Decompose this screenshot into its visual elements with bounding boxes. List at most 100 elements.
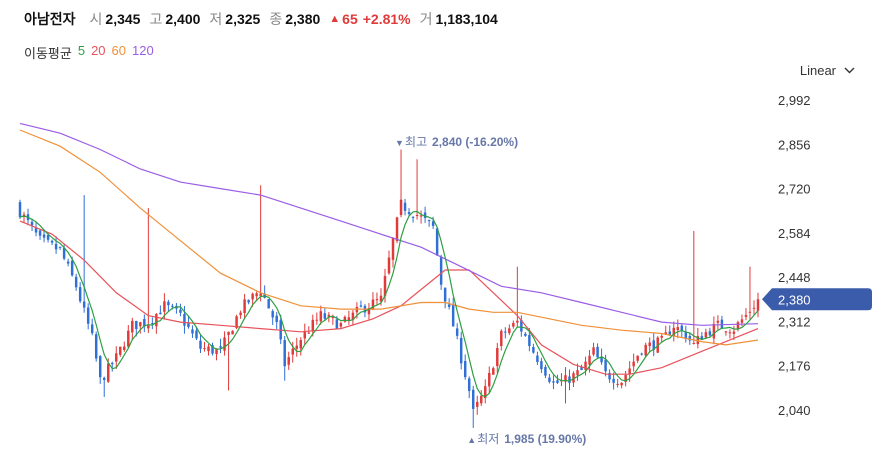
annotation-label: 최저: [477, 432, 499, 446]
ma-60-label[interactable]: 60: [111, 43, 127, 58]
ma-20-line: [19, 220, 759, 375]
candle-body: [359, 305, 363, 307]
candle-body: [299, 340, 302, 349]
candle-body: [107, 363, 110, 382]
stock-name: 아남전자: [24, 11, 76, 27]
candle-body: [572, 373, 575, 383]
candle-body: [223, 337, 226, 351]
candle-body: [295, 345, 298, 349]
candle-body: [680, 325, 684, 331]
candle-body: [391, 238, 395, 260]
ma-20-label[interactable]: 20: [91, 43, 106, 58]
ma-120-label[interactable]: 120: [132, 43, 154, 58]
up-triangle-icon: ▲: [329, 13, 341, 25]
y-tick-label: 2,992: [778, 93, 811, 108]
candle-body: [455, 328, 459, 336]
candle-body: [620, 382, 623, 386]
candle-body: [403, 202, 407, 211]
candle-body: [668, 331, 671, 336]
scale-dropdown[interactable]: Linear: [800, 63, 855, 78]
candle-body: [115, 353, 118, 362]
candle-body: [652, 340, 655, 350]
candle-body: [684, 331, 688, 340]
down-arrow-icon: ▼: [395, 138, 404, 148]
open-label: 시: [89, 11, 103, 27]
candle-body: [187, 323, 190, 328]
candle-body: [347, 317, 351, 320]
candle-body: [335, 319, 339, 330]
candle-body: [568, 376, 571, 383]
candle-body: [46, 235, 50, 240]
candle-body: [351, 312, 355, 320]
high-annotation: ▼ 최고 2,840 (-16.20%): [395, 135, 518, 149]
candle-body: [488, 372, 491, 387]
candle-body: [556, 380, 559, 383]
ma-5-label[interactable]: 5: [77, 43, 86, 58]
candle-body: [371, 299, 375, 310]
y-tick-label: 2,856: [778, 137, 811, 152]
candle-body: [544, 366, 547, 376]
candle-body: [640, 353, 643, 355]
candle-body: [740, 319, 744, 323]
candle-body: [127, 330, 130, 347]
candle-body: [271, 311, 274, 318]
candle-body: [596, 346, 599, 358]
candle-body: [211, 345, 214, 354]
candle-body: [50, 240, 54, 243]
candle-body: [463, 361, 467, 378]
candle-body: [255, 293, 258, 297]
candle-body: [383, 275, 387, 297]
candle-body: [199, 340, 202, 349]
candle-body: [275, 315, 278, 323]
y-tick-label: 2,176: [778, 359, 811, 374]
candle-body: [748, 311, 752, 313]
candle-body: [480, 395, 483, 404]
candle-body: [82, 301, 86, 308]
candle-body: [692, 342, 696, 344]
low-label: 저: [209, 11, 223, 27]
y-tick-label: 2,312: [778, 314, 811, 329]
candle-body: [628, 368, 631, 375]
candle-body: [584, 361, 587, 370]
candle-body: [119, 346, 122, 355]
volume-label: 거: [419, 11, 433, 27]
candle-body: [343, 316, 347, 322]
candle-body: [183, 314, 186, 326]
candle-body: [367, 308, 371, 315]
candle-body: [528, 335, 531, 347]
candle-body: [700, 336, 704, 340]
candle-body: [548, 377, 551, 382]
candle-body: [604, 359, 607, 372]
high-label: 고: [149, 11, 163, 27]
candle-body: [135, 320, 138, 329]
low-value: 2,325: [225, 11, 261, 27]
candle-body: [415, 214, 419, 216]
candle-body: [207, 346, 210, 352]
candle-body: [512, 322, 515, 327]
chevron-down-icon: [844, 67, 855, 74]
candle-body: [139, 322, 142, 327]
candle-body: [319, 311, 323, 322]
high-value: 2,400: [165, 11, 201, 27]
candle-body: [431, 221, 435, 226]
candle-body: [203, 348, 206, 350]
candle-body: [399, 199, 403, 216]
candle-body: [708, 331, 712, 336]
candle-body: [339, 323, 343, 327]
candle-body: [66, 261, 70, 264]
candle-body: [291, 348, 294, 355]
candle-body: [287, 357, 290, 365]
candle-body: [716, 320, 720, 323]
candle-body: [624, 374, 627, 382]
candle-body: [131, 320, 134, 333]
candle-body: [536, 355, 539, 362]
candle-body: [111, 362, 114, 365]
open-value: 2,345: [105, 11, 141, 27]
candle-body: [407, 211, 411, 214]
scale-label: Linear: [799, 63, 836, 78]
candle-body: [163, 301, 166, 312]
candle-body: [736, 322, 740, 330]
candle-body: [696, 336, 700, 345]
candle-body: [644, 344, 647, 356]
